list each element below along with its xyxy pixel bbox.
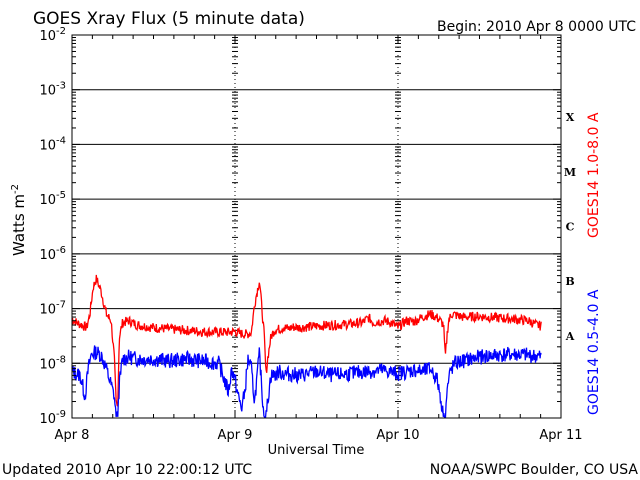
grid-lines [72, 89, 561, 364]
y-tick-label: 10-5 [39, 190, 66, 208]
x-axis-label: Universal Time [268, 443, 365, 458]
y-axis-label-sup: -2 [10, 184, 21, 194]
credit-label: NOAA/SWPC Boulder, CO USA [430, 462, 639, 478]
day-markers [232, 35, 401, 418]
y-tick-label: 10-4 [39, 135, 66, 153]
flare-class-label: B [565, 275, 574, 288]
series-lines [71, 274, 542, 418]
y-axis-ticks: 10-9 10-8 10-7 10-6 10-5 10-4 10-3 10-2 [39, 26, 561, 427]
x-tick-label: Apr 10 [376, 428, 419, 443]
series-line-long [71, 274, 542, 407]
y-tick-label: 10-9 [39, 409, 66, 427]
flare-class-label: X [566, 111, 575, 124]
legend-short-channel: GOES14 0.5-4.0 A [586, 289, 602, 415]
x-tick-label: Apr 8 [55, 428, 90, 443]
y-tick-label: 10-3 [39, 81, 66, 99]
flare-class-labels: A B C M X [564, 111, 576, 343]
y-axis-label-main: Watts m [10, 194, 28, 256]
y-tick-label: 10-2 [39, 26, 66, 44]
y-tick-label: 10-8 [39, 354, 66, 372]
flare-class-label: A [565, 330, 575, 343]
begin-label: Begin: 2010 Apr 8 0000 UTC [437, 19, 636, 35]
x-axis-ticks: Apr 8 Apr 9 Apr 10 Apr 11 [55, 35, 583, 443]
series-line-short [71, 345, 542, 418]
updated-label: Updated 2010 Apr 10 22:00:12 UTC [2, 462, 252, 478]
chart-title: GOES Xray Flux (5 minute data) [33, 9, 305, 29]
legend-long-channel: GOES14 1.0-8.0 A [586, 112, 602, 238]
svg-text:Watts m-2: Watts m-2 [10, 184, 28, 256]
y-axis-label: Watts m-2 [10, 184, 28, 256]
y-tick-label: 10-6 [39, 245, 66, 263]
x-tick-label: Apr 9 [218, 428, 253, 443]
x-tick-label: Apr 11 [539, 428, 582, 443]
y-tick-label: 10-7 [39, 300, 66, 318]
flare-class-label: M [564, 166, 576, 179]
flare-class-label: C [566, 221, 575, 234]
